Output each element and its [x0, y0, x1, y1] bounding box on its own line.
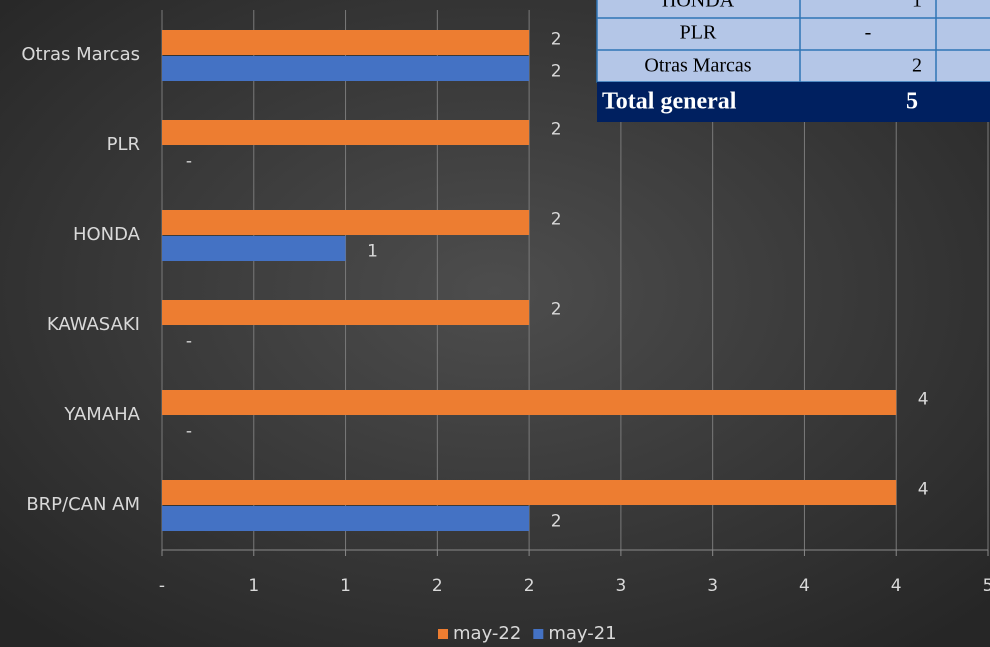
data-label: 2 [551, 512, 562, 532]
bar [162, 120, 530, 145]
data-label: 2 [551, 30, 562, 50]
table-cell: 1 [912, 0, 922, 12]
data-label: 2 [551, 300, 562, 320]
bar [162, 480, 897, 505]
y-tick-label: BRP/CAN AM [26, 494, 140, 515]
table-body [596, 0, 990, 83]
y-tick-label: Otras Marcas [21, 44, 140, 65]
bar [162, 30, 530, 55]
table-total-row [597, 82, 936, 122]
y-tick-label: KAWASAKI [47, 314, 140, 335]
x-tick-label: - [159, 576, 165, 596]
x-tick-label: 3 [615, 576, 626, 596]
bar [162, 300, 530, 325]
table-cell: HONDA [662, 0, 735, 12]
legend-swatch [533, 629, 544, 639]
data-label: 2 [551, 210, 562, 230]
legend-label: may-22 [453, 623, 521, 644]
x-tick-label: 1 [248, 576, 259, 596]
bar [162, 236, 346, 261]
table-total-row [936, 82, 990, 122]
data-label: - [186, 332, 192, 352]
plot-area: - 1 1 2 2 3 3 4 4 5 BRP/CAN AM 4 2 YAMAHA 4 - KAWASAKI 2 -… [21, 10, 990, 644]
legend-label: may-21 [548, 623, 616, 644]
x-tick-label: 2 [432, 576, 443, 596]
data-label: - [186, 152, 192, 172]
data-table: HONDA 1 PLR - Otras Marcas 2 Total gener… [596, 0, 990, 122]
table-cell: PLR [680, 22, 717, 44]
data-label: 4 [918, 390, 929, 410]
table-total-value: 5 [906, 89, 918, 115]
x-tick-label: 1 [340, 576, 351, 596]
y-tick-label: YAMAHA [63, 404, 140, 425]
y-tick-label: PLR [107, 134, 140, 155]
table-cell: - [865, 22, 872, 44]
data-label: 2 [551, 120, 562, 140]
x-tick-label: 3 [707, 576, 718, 596]
bar [162, 506, 530, 531]
x-tick-label: 4 [799, 576, 810, 596]
data-label: 4 [918, 480, 929, 500]
data-label: - [186, 422, 192, 442]
data-label: 1 [367, 242, 378, 262]
bar [162, 390, 897, 415]
x-tick-label: 4 [891, 576, 902, 596]
table-cell: Otras Marcas [644, 55, 751, 77]
data-label: 2 [551, 62, 562, 82]
bar [162, 210, 530, 235]
y-tick-label: HONDA [73, 224, 141, 245]
legend-swatch [438, 629, 448, 639]
bar [162, 56, 530, 81]
table-cell: 2 [912, 55, 922, 77]
x-tick-label: 5 [983, 576, 990, 596]
x-tick-label: 2 [524, 576, 535, 596]
table-total-label: Total general [602, 89, 737, 115]
